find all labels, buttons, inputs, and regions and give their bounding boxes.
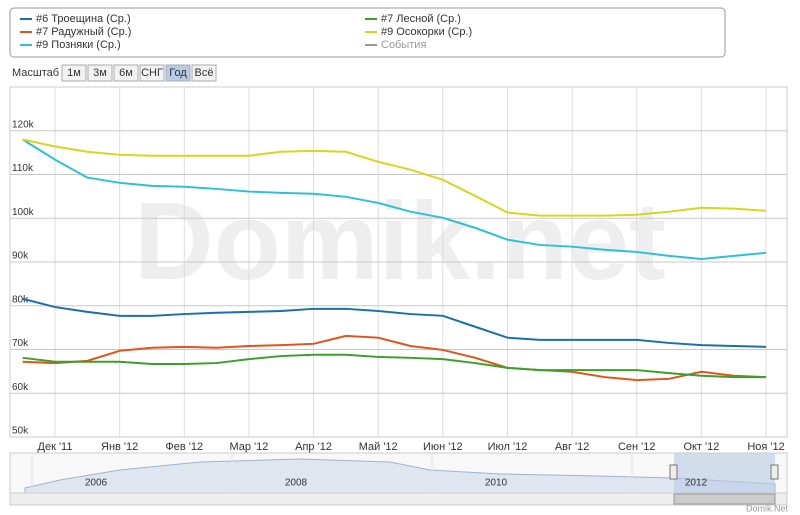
y-tick-label: 90k	[12, 251, 29, 262]
navigator-year: 2012	[685, 478, 708, 489]
series-line	[22, 138, 767, 260]
range-button-label[interactable]: Всё	[195, 67, 214, 79]
watermark: Domik.net	[134, 180, 666, 303]
y-tick-label: 70k	[12, 338, 29, 349]
range-button[interactable]	[87, 64, 113, 82]
x-tick-label: Окт '12	[683, 441, 719, 453]
legend-label[interactable]: #7 Лесной (Ср.)	[381, 13, 461, 25]
legend-label[interactable]: #7 Радужный (Ср.)	[36, 26, 131, 38]
x-tick-label: Авг '12	[555, 441, 590, 453]
series-line	[22, 297, 767, 348]
navigator-year: 2010	[485, 478, 508, 489]
y-tick-label: 110k	[12, 163, 34, 174]
navigator-selection[interactable]	[674, 453, 775, 493]
y-tick-label: 120k	[12, 119, 35, 130]
x-tick-label: Июл '12	[488, 441, 528, 453]
range-button-label[interactable]: 6м	[119, 67, 133, 79]
x-tick-label: Ноя '12	[747, 441, 784, 453]
x-tick-label: Янв '12	[101, 441, 138, 453]
range-button[interactable]	[61, 64, 87, 82]
navigator-year: 2006	[85, 478, 108, 489]
series-line	[22, 138, 767, 217]
credit: Domik.Net	[746, 503, 789, 513]
legend-label[interactable]: #6 Троещина (Ср.)	[36, 13, 131, 25]
navigator-year: 2008	[285, 478, 308, 489]
x-tick-label: Сен '12	[618, 441, 656, 453]
x-tick-label: Фев '12	[165, 441, 203, 453]
y-tick-label: 80k	[12, 294, 29, 305]
y-tick-label: 50k	[12, 426, 29, 437]
range-button-label[interactable]: 3м	[93, 67, 107, 79]
range-button[interactable]	[191, 64, 217, 82]
x-tick-label: Май '12	[359, 441, 398, 453]
range-button-label[interactable]: Год	[169, 67, 187, 79]
legend-label[interactable]: #9 Позняки (Ср.)	[36, 39, 121, 51]
x-tick-label: Июн '12	[423, 441, 463, 453]
x-tick-label: Мар '12	[229, 441, 268, 453]
legend-label[interactable]: #9 Осокорки (Ср.)	[381, 26, 472, 38]
scrollbar[interactable]	[9, 492, 788, 506]
x-tick-label: Апр '12	[295, 441, 332, 453]
series-line	[22, 334, 767, 382]
legend-label: События	[381, 39, 426, 51]
range-button-label[interactable]: СНГ	[141, 67, 163, 79]
x-tick-label: Дек '11	[38, 441, 73, 453]
range-label: Масштаб	[12, 67, 59, 79]
range-button[interactable]	[165, 64, 191, 82]
navigator-handle[interactable]	[770, 464, 779, 480]
range-button-label[interactable]: 1м	[67, 67, 81, 79]
navigator	[9, 452, 788, 506]
series-line	[22, 353, 767, 379]
y-tick-label: 60k	[12, 382, 29, 393]
range-button[interactable]	[113, 64, 139, 82]
range-button[interactable]	[139, 64, 165, 82]
navigator-handle[interactable]	[669, 464, 678, 480]
scrollbar-thumb[interactable]	[673, 493, 776, 505]
y-tick-label: 100k	[12, 207, 35, 218]
